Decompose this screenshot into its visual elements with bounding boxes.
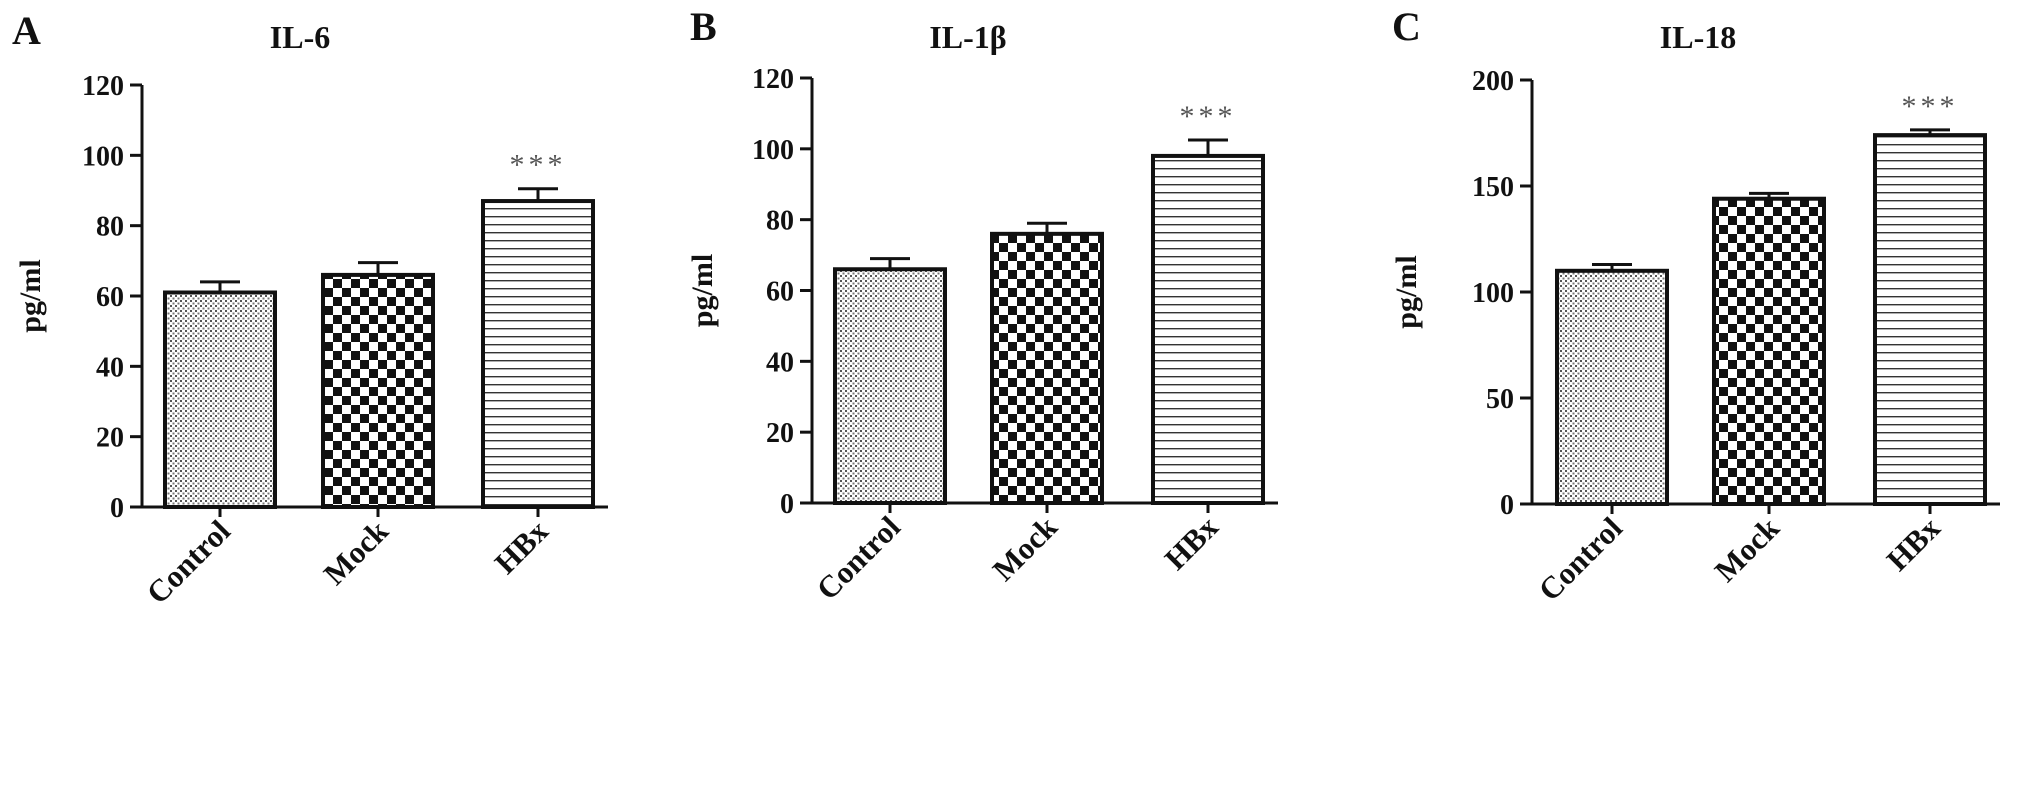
y-axis-label: pg/ml xyxy=(1390,255,1423,328)
panel-letter: B xyxy=(690,4,717,49)
bar-mock xyxy=(1712,196,1826,506)
y-tick-label: 0 xyxy=(1500,490,1514,521)
y-tick-label: 0 xyxy=(110,493,124,524)
y-tick-label: 200 xyxy=(1472,66,1514,97)
y-tick-label: 60 xyxy=(766,277,794,308)
bar-mock xyxy=(321,272,435,509)
x-tick-label: Mock xyxy=(317,513,396,592)
panel-letter: C xyxy=(1392,4,1421,49)
panel-b: B IL-1β pg/ml 0 20 40 60 80 100 120 Control Mock HBx… xyxy=(686,4,1278,607)
bar-hbx xyxy=(1873,133,1987,506)
y-tick-label: 80 xyxy=(766,206,794,237)
significance-annotation: *** xyxy=(1180,100,1237,133)
bar-mock xyxy=(990,231,1104,505)
y-tick-label: 60 xyxy=(96,282,124,313)
y-tick-label: 40 xyxy=(766,347,794,378)
y-tick-label: 150 xyxy=(1472,172,1514,203)
y-tick-label: 100 xyxy=(82,141,124,172)
y-tick-label: 50 xyxy=(1486,384,1514,415)
x-tick-label: Control xyxy=(1532,510,1630,608)
x-tick-label: HBx xyxy=(488,513,556,581)
y-tick-label: 0 xyxy=(780,489,794,520)
panel-a: A IL-6 pg/ml 0 20 40 60 80 100 120 Control Mock HBx *… xyxy=(12,8,608,611)
panel-letter: A xyxy=(12,8,41,53)
y-tick-label: 80 xyxy=(96,212,124,243)
x-tick-label: Mock xyxy=(1708,510,1787,589)
y-tick-label: 20 xyxy=(766,418,794,449)
bar-hbx xyxy=(481,199,595,510)
bar-control xyxy=(1555,268,1669,506)
chart-title: IL-18 xyxy=(1660,19,1736,55)
x-tick-label: HBx xyxy=(1880,510,1948,578)
significance-annotation: *** xyxy=(510,149,567,182)
x-tick-label: Control xyxy=(140,513,238,611)
bar-control xyxy=(163,290,277,509)
y-axis-label: pg/ml xyxy=(14,259,47,332)
x-tick-label: Control xyxy=(810,509,908,607)
x-tick-label: Mock xyxy=(986,509,1065,588)
significance-annotation: *** xyxy=(1902,90,1959,123)
bar-hbx xyxy=(1151,153,1265,506)
bar-control xyxy=(833,267,947,505)
panel-c: C IL-18 pg/ml 0 50 100 150 200 Control Mock HBx *** xyxy=(1390,4,2000,608)
y-tick-label: 100 xyxy=(752,135,794,166)
chart-title: IL-1β xyxy=(929,19,1006,55)
x-tick-label: HBx xyxy=(1158,509,1226,577)
y-tick-label: 100 xyxy=(1472,278,1514,309)
y-axis-label: pg/ml xyxy=(686,254,719,327)
y-tick-label: 120 xyxy=(752,64,794,95)
chart-title: IL-6 xyxy=(270,19,330,55)
y-tick-label: 120 xyxy=(82,71,124,102)
y-tick-label: 40 xyxy=(96,352,124,383)
y-tick-label: 20 xyxy=(96,423,124,454)
